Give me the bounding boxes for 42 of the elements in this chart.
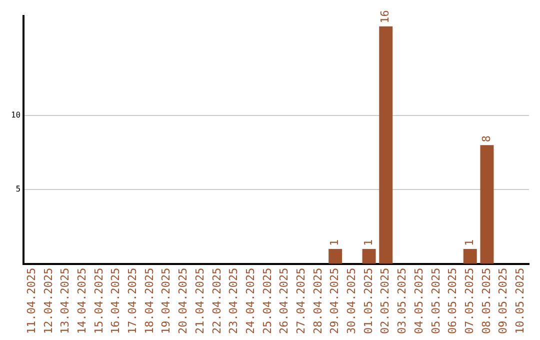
x-tick-label: 15.04.2025 (92, 268, 106, 334)
data-label: 16 (378, 10, 392, 24)
x-tick-label: 26.04.2025 (278, 268, 291, 334)
x-tick-label: 23.04.2025 (227, 268, 240, 334)
x-tick-label: 01.05.2025 (362, 268, 375, 334)
x-tick-label: 17.04.2025 (126, 268, 140, 334)
x-tick-label: 28.04.2025 (311, 268, 324, 334)
data-label: 8 (480, 135, 493, 142)
x-tick-label: 19.04.2025 (160, 268, 173, 334)
y-tick-label: 5 (16, 184, 21, 194)
x-tick-label: 12.04.2025 (42, 268, 55, 334)
x-tick-label: 08.05.2025 (480, 268, 493, 334)
x-tick-label: 21.04.2025 (193, 268, 206, 334)
x-tick-label: 13.04.2025 (58, 268, 72, 334)
x-tick-label: 07.05.2025 (462, 268, 476, 334)
x-tick-label: 25.04.2025 (260, 268, 274, 334)
x-tick-label: 27.04.2025 (294, 268, 308, 334)
x-tick-label: 24.04.2025 (244, 268, 257, 334)
bar (328, 248, 342, 264)
x-tick-label: 29.04.2025 (328, 268, 342, 334)
x-tick-label: 06.05.2025 (446, 268, 460, 334)
x-tick-label: 04.05.2025 (412, 268, 426, 334)
x-tick-label: 16.04.2025 (109, 268, 122, 334)
data-label: 1 (462, 239, 476, 246)
x-tick-label: 30.04.2025 (345, 268, 358, 334)
x-tick-label: 05.05.2025 (429, 268, 442, 334)
x-tick-label: 20.04.2025 (176, 268, 190, 334)
y-tick-label: 10 (10, 110, 21, 120)
x-tick-label: 03.05.2025 (396, 268, 409, 334)
x-tick-label: 18.04.2025 (142, 268, 156, 334)
x-tick-label: 10.05.2025 (514, 268, 527, 334)
x-tick-label: 09.05.2025 (496, 268, 510, 334)
bar (480, 145, 494, 264)
x-tick-label: 02.05.2025 (378, 268, 392, 334)
x-tick-label: 14.04.2025 (75, 268, 88, 334)
data-label: 1 (362, 239, 375, 246)
data-label: 1 (328, 239, 342, 246)
bar (463, 248, 477, 264)
bar (362, 248, 376, 264)
x-tick-label: 11.04.2025 (24, 268, 38, 334)
x-tick-label: 22.04.2025 (210, 268, 224, 334)
bar (379, 26, 393, 264)
